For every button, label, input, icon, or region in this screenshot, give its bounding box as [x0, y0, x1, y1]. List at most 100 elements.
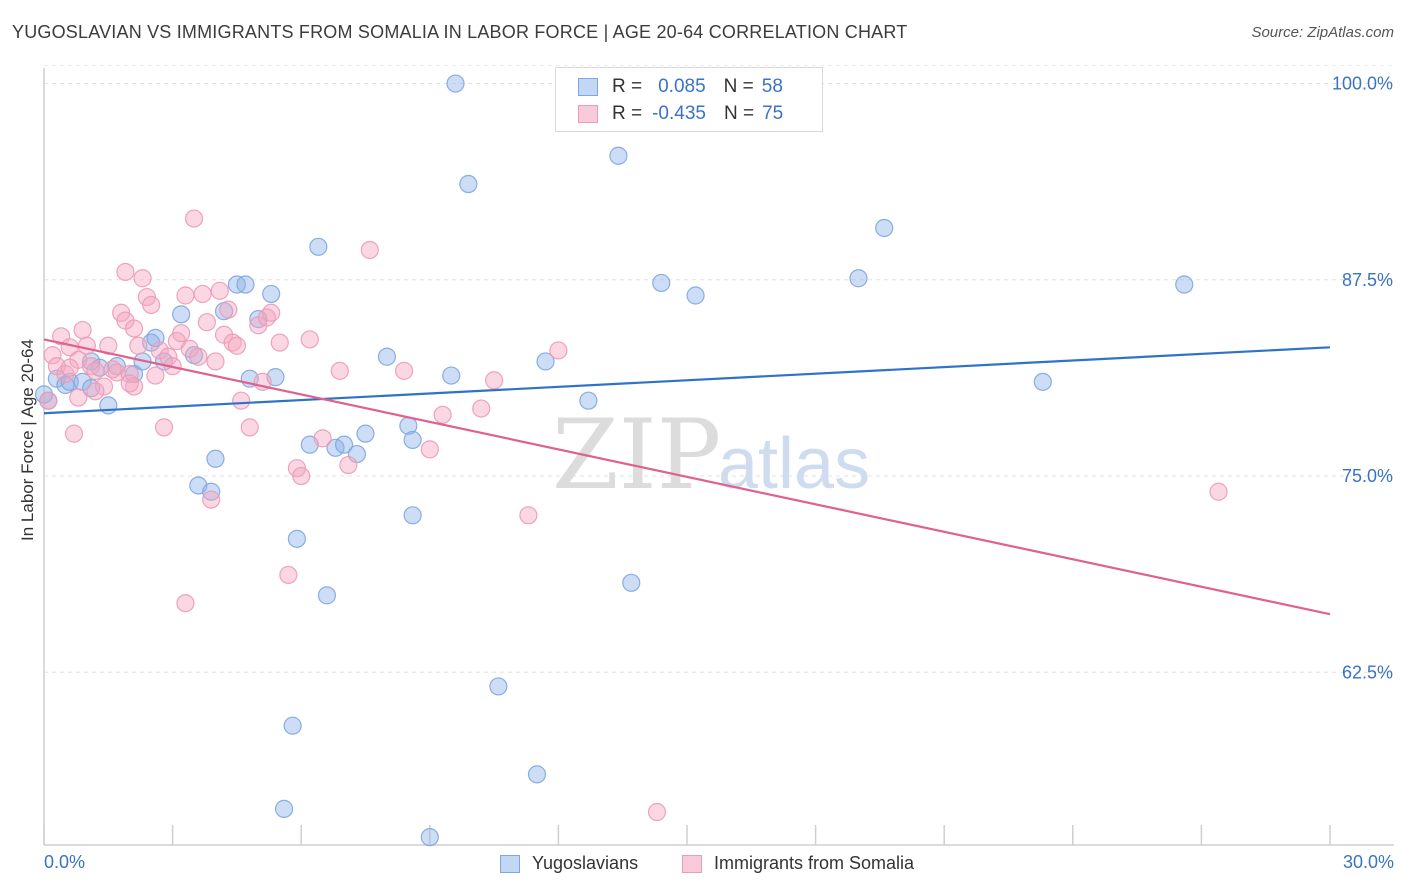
legend-row-yugoslavians: R = 0.085 N = 58 — [578, 75, 783, 99]
point-somalia — [420, 440, 439, 459]
point-somalia — [219, 300, 238, 319]
point-yugoslavians — [849, 269, 868, 288]
point-somalia — [240, 418, 259, 437]
point-somalia — [292, 466, 311, 486]
point-somalia — [176, 286, 195, 305]
point-somalia — [339, 455, 358, 475]
trend-line-somalia — [43, 338, 1331, 616]
point-yugoslavians — [334, 435, 354, 454]
y-tick-label: 75.0% — [1342, 466, 1393, 486]
point-yugoslavians — [403, 506, 422, 525]
point-somalia — [394, 361, 414, 380]
point-yugoslavians — [202, 482, 221, 501]
legend-row-somalia: R = -0.435 N = 75 — [578, 102, 783, 126]
point-yugoslavians — [875, 218, 894, 238]
blue-swatch-icon — [578, 78, 598, 96]
point-somalia — [360, 240, 379, 260]
point-somalia — [189, 347, 208, 366]
pink-swatch-icon — [578, 105, 598, 123]
grid-lines — [44, 65, 1394, 673]
n-value: 75 — [762, 103, 784, 124]
x-tick-label-min: 0.0% — [44, 852, 86, 872]
point-somalia — [176, 594, 195, 613]
point-somalia — [43, 346, 62, 365]
point-yugoslavians — [377, 347, 397, 366]
point-somalia — [73, 320, 92, 340]
point-somalia — [227, 336, 246, 355]
point-yugoslavians — [283, 716, 302, 735]
point-somalia — [64, 424, 84, 443]
point-yugoslavians — [442, 366, 461, 385]
point-somalia — [647, 802, 667, 822]
point-yugoslavians — [172, 305, 191, 324]
watermark: ZIP atlas — [552, 399, 870, 511]
chart-title: YUGOSLAVIAN VS IMMIGRANTS FROM SOMALIA I… — [12, 22, 908, 42]
point-yugoslavians — [403, 430, 422, 450]
point-yugoslavians — [686, 286, 705, 305]
point-somalia — [485, 371, 504, 390]
blue-swatch-icon — [500, 854, 520, 873]
r-label: R = — [612, 103, 643, 124]
point-somalia — [94, 377, 114, 396]
point-somalia — [184, 209, 204, 228]
legend-label: Immigrants from Somalia — [714, 853, 915, 873]
point-somalia — [232, 391, 251, 410]
trend-line-yugoslavians — [43, 346, 1331, 415]
point-somalia — [549, 341, 568, 360]
y-tick-label: 62.5% — [1342, 662, 1393, 682]
point-somalia — [60, 358, 79, 377]
point-yugoslavians — [536, 352, 555, 371]
y-tick-label: 100.0% — [1332, 74, 1393, 94]
point-somalia — [197, 313, 216, 332]
point-somalia — [270, 333, 289, 352]
r-value: 0.085 — [658, 76, 706, 97]
correlation-legend: R = 0.085 N = 58 R = -0.435 N = 75 — [555, 67, 823, 132]
point-yugoslavians — [622, 573, 641, 592]
series-legend: Yugoslavians Immigrants from Somalia — [0, 853, 1406, 877]
point-yugoslavians — [262, 284, 281, 304]
legend-item-somalia[interactable]: Immigrants from Somalia — [682, 853, 914, 874]
point-yugoslavians — [1033, 372, 1052, 391]
point-somalia — [202, 490, 221, 509]
point-somalia — [124, 319, 144, 338]
point-yugoslavians — [309, 237, 328, 256]
point-yugoslavians — [446, 74, 465, 93]
point-yugoslavians — [579, 391, 598, 410]
point-yugoslavians — [459, 174, 478, 194]
n-label: N = — [723, 103, 755, 124]
point-somalia — [129, 336, 148, 355]
point-somalia — [206, 352, 225, 371]
point-somalia — [433, 405, 452, 424]
point-yugoslavians — [287, 529, 307, 548]
point-yugoslavians — [274, 799, 294, 818]
point-somalia — [279, 565, 298, 585]
y-axis-label-wrap: In Labor Force | Age 20-64 — [18, 280, 38, 600]
point-yugoslavians — [236, 275, 255, 294]
point-yugoslavians — [317, 586, 337, 605]
legend-label: Yugoslavians — [532, 853, 639, 873]
point-somalia — [86, 382, 105, 401]
legend-item-yugoslavians[interactable]: Yugoslavians — [500, 853, 638, 874]
point-somalia — [133, 269, 152, 288]
point-somalia — [146, 366, 165, 385]
n-label: N = — [723, 76, 754, 97]
y-tick-labels: 62.5% 75.0% 87.5% 100.0% — [1332, 74, 1393, 683]
point-yugoslavians — [206, 449, 225, 468]
point-somalia — [86, 361, 105, 380]
point-somalia — [77, 336, 96, 355]
n-value: 58 — [761, 76, 783, 97]
point-yugoslavians — [527, 765, 547, 784]
point-yugoslavians — [652, 273, 671, 293]
point-yugoslavians — [609, 146, 628, 165]
axes — [43, 68, 1394, 846]
pink-swatch-icon — [682, 854, 702, 873]
point-somalia — [519, 506, 538, 525]
point-somalia — [1209, 482, 1228, 501]
point-yugoslavians — [489, 677, 508, 696]
data-points — [34, 74, 1228, 847]
point-somalia — [69, 388, 88, 407]
point-somalia — [116, 262, 135, 282]
source-label: Source: ZipAtlas.com — [1251, 24, 1394, 41]
point-somalia — [142, 295, 161, 315]
point-somalia — [300, 330, 319, 349]
